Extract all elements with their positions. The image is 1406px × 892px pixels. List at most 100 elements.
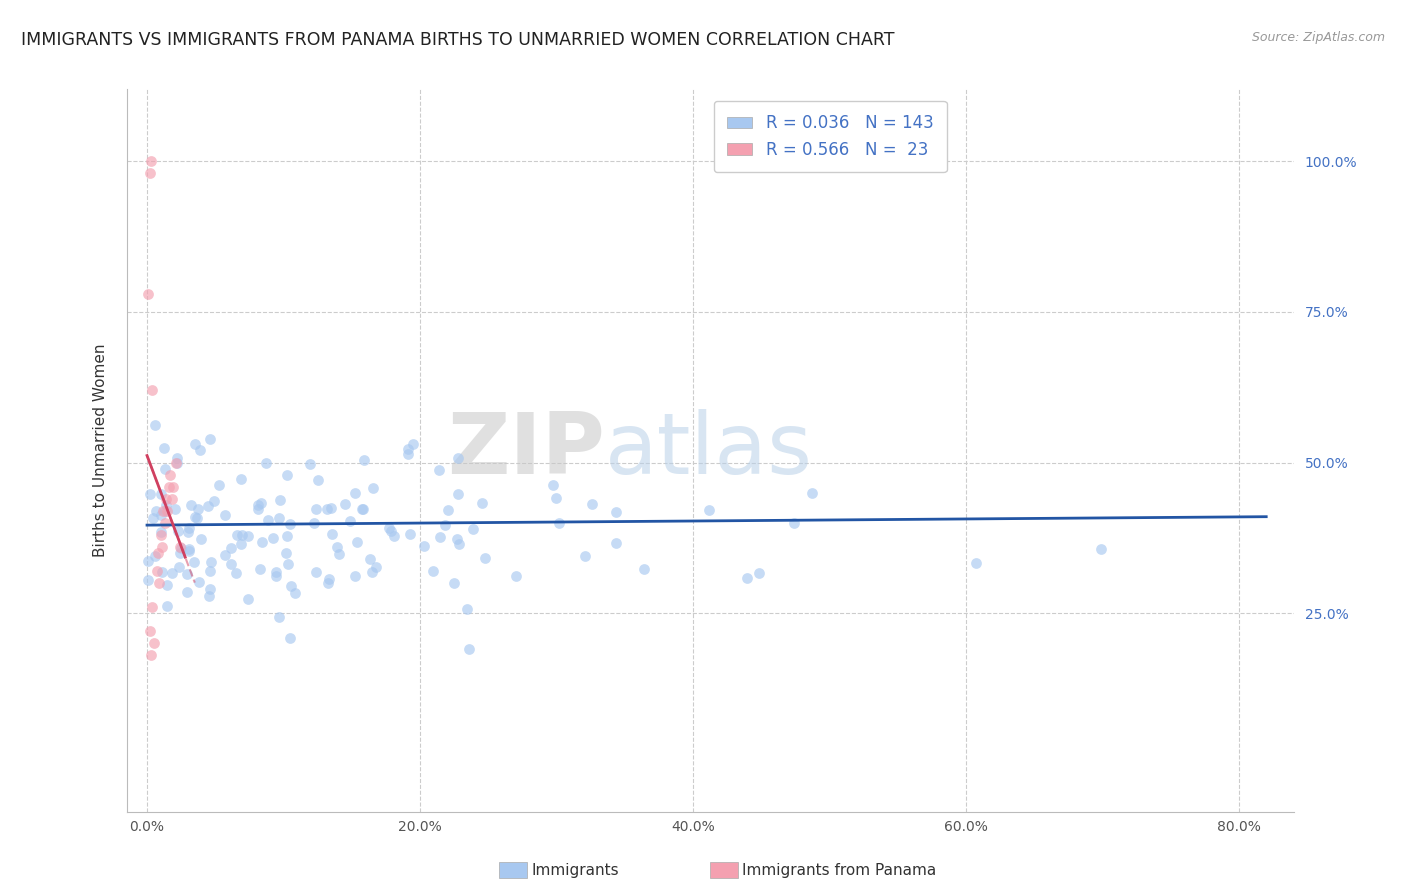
- Point: [456, 602, 478, 616]
- Point: [326, 540, 349, 554]
- Point: [198, 564, 221, 578]
- Point: [748, 566, 770, 581]
- Point: [136, 574, 159, 588]
- Y-axis label: Births to Unmarried Women: Births to Unmarried Women: [93, 343, 108, 558]
- Point: [470, 496, 492, 510]
- Point: [319, 500, 342, 515]
- Point: [254, 456, 277, 470]
- Point: [152, 503, 174, 517]
- Point: [139, 624, 162, 639]
- Point: [197, 589, 219, 603]
- Point: [402, 437, 425, 451]
- Point: [699, 502, 721, 516]
- Point: [447, 451, 470, 466]
- Point: [166, 457, 188, 471]
- Point: [544, 491, 567, 506]
- Point: [150, 525, 173, 540]
- Point: [250, 534, 273, 549]
- Point: [801, 486, 824, 500]
- Point: [396, 442, 419, 456]
- Point: [231, 528, 253, 542]
- Point: [155, 498, 177, 512]
- Point: [141, 384, 163, 398]
- Point: [225, 566, 247, 581]
- Text: Immigrants: Immigrants: [531, 863, 619, 878]
- Point: [257, 513, 280, 527]
- Point: [269, 492, 291, 507]
- Point: [148, 576, 170, 591]
- Point: [458, 641, 481, 656]
- Point: [186, 511, 208, 525]
- Point: [214, 508, 236, 522]
- Point: [214, 548, 236, 562]
- Point: [179, 521, 201, 535]
- Point: [169, 546, 191, 560]
- Point: [250, 496, 273, 510]
- Point: [318, 572, 340, 586]
- Point: [157, 480, 180, 494]
- Point: [179, 541, 201, 556]
- Point: [155, 491, 177, 506]
- Point: [139, 166, 162, 180]
- Point: [422, 564, 444, 578]
- Point: [280, 579, 302, 593]
- Point: [361, 482, 384, 496]
- Point: [307, 473, 329, 487]
- Point: [139, 648, 162, 662]
- Point: [446, 532, 468, 546]
- Point: [207, 478, 229, 492]
- Point: [305, 566, 328, 580]
- Point: [162, 480, 184, 494]
- Point: [180, 499, 202, 513]
- Point: [160, 491, 183, 506]
- Legend: R = 0.036   N = 143, R = 0.566   N =  23: R = 0.036 N = 143, R = 0.566 N = 23: [714, 101, 946, 172]
- Point: [1090, 542, 1112, 557]
- Point: [274, 546, 297, 560]
- Point: [139, 487, 162, 501]
- Point: [315, 502, 337, 516]
- Point: [276, 467, 298, 482]
- Point: [581, 497, 603, 511]
- Point: [169, 540, 191, 554]
- Point: [179, 543, 201, 558]
- Point: [359, 551, 381, 566]
- Point: [284, 586, 307, 600]
- Point: [605, 536, 627, 550]
- Point: [142, 636, 165, 650]
- Point: [447, 487, 470, 501]
- Point: [380, 524, 402, 538]
- Text: IMMIGRANTS VS IMMIGRANTS FROM PANAMA BIRTHS TO UNMARRIED WOMEN CORRELATION CHART: IMMIGRANTS VS IMMIGRANTS FROM PANAMA BIR…: [21, 31, 894, 49]
- Point: [364, 560, 387, 574]
- Point: [153, 516, 176, 530]
- Text: Source: ZipAtlas.com: Source: ZipAtlas.com: [1251, 31, 1385, 45]
- Text: ZIP: ZIP: [447, 409, 605, 492]
- Point: [264, 569, 287, 583]
- Point: [574, 549, 596, 563]
- Point: [153, 504, 176, 518]
- Point: [396, 446, 419, 460]
- Point: [138, 287, 160, 301]
- Point: [190, 533, 212, 547]
- Point: [382, 529, 405, 543]
- Point: [264, 565, 287, 579]
- Point: [177, 524, 200, 539]
- Point: [229, 536, 252, 550]
- Point: [142, 511, 165, 525]
- Point: [541, 477, 564, 491]
- Point: [219, 541, 242, 555]
- Point: [187, 574, 209, 589]
- Point: [783, 516, 806, 530]
- Point: [352, 501, 374, 516]
- Point: [162, 566, 184, 581]
- Point: [153, 462, 176, 476]
- Point: [167, 559, 190, 574]
- Point: [170, 541, 193, 555]
- Point: [219, 558, 242, 572]
- Point: [231, 472, 253, 486]
- Point: [183, 556, 205, 570]
- Point: [276, 529, 298, 543]
- Point: [150, 540, 173, 554]
- Point: [429, 530, 451, 544]
- Point: [145, 504, 167, 518]
- Point: [443, 576, 465, 591]
